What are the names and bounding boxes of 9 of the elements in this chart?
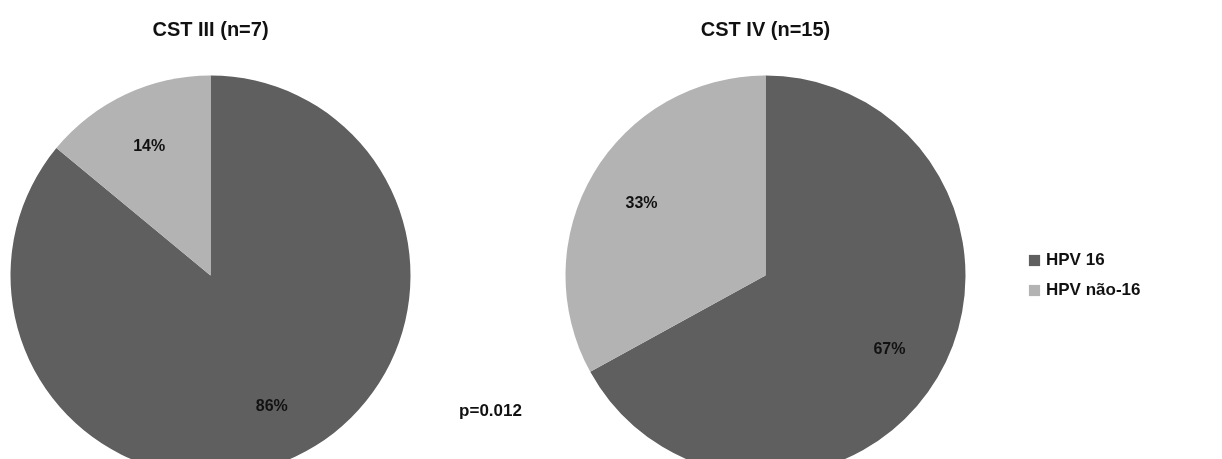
chart-title: CST III (n=7)	[152, 17, 269, 40]
text: p=0.012	[459, 401, 522, 420]
data-label: 14%	[133, 136, 166, 154]
data-label: 33%	[625, 193, 658, 211]
legend-label: HPV não-16	[1046, 280, 1141, 300]
data-label: 86%	[255, 397, 288, 415]
legend-label: HPV 16	[1046, 250, 1105, 270]
data-label: 67%	[873, 340, 906, 358]
chart-title: CST IV (n=15)	[700, 17, 831, 40]
